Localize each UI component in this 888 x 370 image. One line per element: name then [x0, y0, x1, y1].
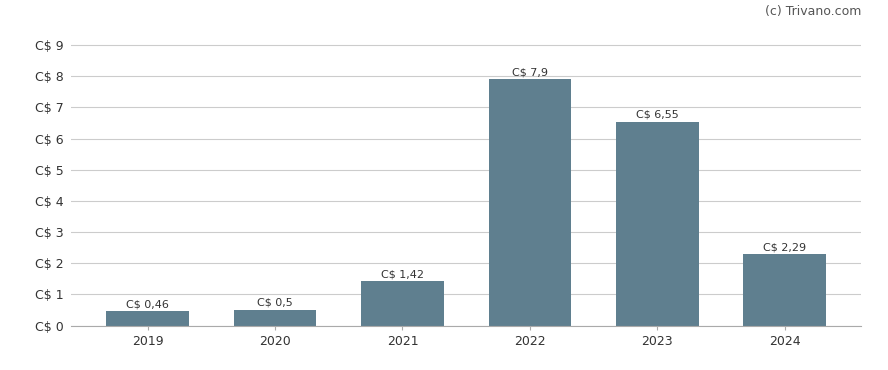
Text: C$ 0,5: C$ 0,5 [258, 298, 293, 308]
Text: (c) Trivano.com: (c) Trivano.com [765, 5, 861, 18]
Bar [743, 254, 827, 326]
Text: C$ 1,42: C$ 1,42 [381, 269, 424, 279]
Bar [234, 310, 316, 326]
Bar [106, 311, 189, 326]
Text: C$ 0,46: C$ 0,46 [126, 299, 169, 309]
Text: C$ 2,29: C$ 2,29 [764, 242, 806, 252]
Bar [361, 281, 444, 326]
Text: C$ 6,55: C$ 6,55 [636, 109, 678, 120]
Text: C$ 7,9: C$ 7,9 [512, 67, 548, 77]
Bar [616, 121, 699, 326]
Bar [488, 80, 571, 326]
